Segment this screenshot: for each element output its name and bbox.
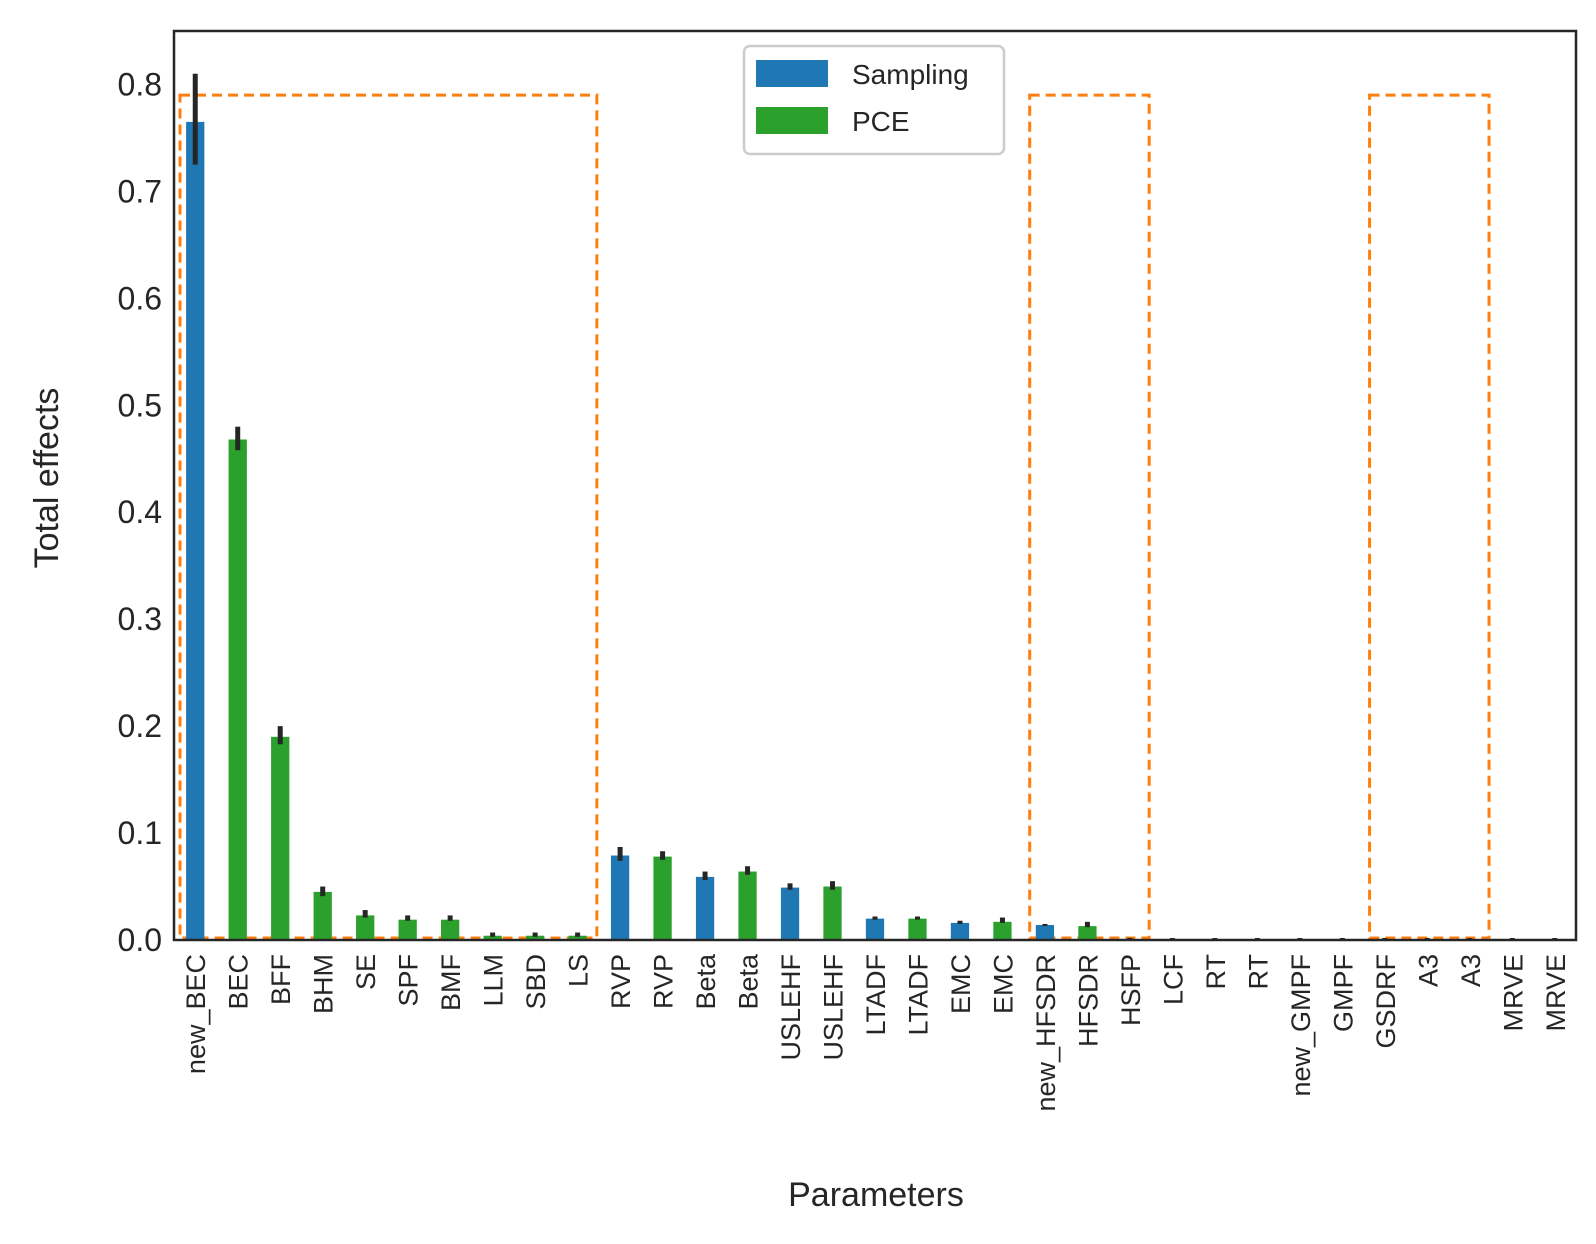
y-tick-label: 0.5 (118, 387, 162, 423)
x-tick-label: EMC (988, 954, 1018, 1014)
y-tick-label: 0.0 (118, 922, 162, 958)
bar-rvp-10 (610, 855, 630, 940)
x-tick-label: EMC (946, 954, 976, 1014)
bar-se-4 (356, 915, 375, 940)
x-tick-label: SBD (521, 954, 551, 1010)
bar-ltadf-17 (908, 918, 927, 940)
x-tick-label: new_GMPF (1286, 954, 1316, 1097)
bar-emc-18 (950, 922, 970, 940)
bar-new-bec-0 (186, 121, 205, 940)
x-tick-label: GSDRF (1371, 954, 1401, 1049)
x-tick-label: RVP (606, 954, 636, 1009)
x-tick-label: USLEHF (819, 954, 849, 1061)
x-tick-label: HSFP (1116, 954, 1146, 1026)
x-tick-label: Beta (734, 953, 764, 1010)
bar-spf-5 (398, 919, 417, 940)
x-tick-label: A3 (1456, 954, 1486, 987)
bars (186, 121, 1097, 940)
x-tick-label: BFF (266, 954, 296, 1005)
bar-beta-12 (695, 876, 715, 940)
legend-label-sampling: Sampling (852, 59, 969, 90)
y-tick-label: 0.2 (118, 708, 162, 744)
bar-new-hfsdr-20 (1035, 925, 1055, 940)
axes-frame (172, 29, 1578, 942)
x-tick-label: HFSDR (1073, 954, 1103, 1047)
y-tick-label: 0.3 (118, 601, 162, 637)
y-tick-label: 0.4 (118, 494, 162, 530)
x-tick-label: RT (1201, 954, 1231, 990)
x-tick-label: LCF (1158, 954, 1188, 1005)
bar-ls-9 (568, 935, 587, 940)
x-tick-label: MRVE (1498, 954, 1528, 1032)
y-tick-label: 0.7 (118, 173, 162, 209)
x-tick-label: RT (1243, 954, 1273, 990)
x-tick-label: LLM (479, 954, 509, 1007)
x-tick-label: Beta (691, 953, 721, 1010)
bar-bhm-3 (313, 891, 332, 940)
x-tick-label: RVP (649, 954, 679, 1009)
y-tick-label: 0.8 (118, 66, 162, 102)
highlight-box-3 (1368, 93, 1491, 940)
x-axis-label: Parameters (788, 1176, 964, 1214)
x-tick-label: new_HFSDR (1031, 954, 1061, 1112)
x-tick-label: LTADF (861, 954, 891, 1036)
y-tick-label: 0.1 (118, 815, 162, 851)
x-tick-label: BMF (436, 954, 466, 1011)
legend-label-pce: PCE (852, 106, 910, 137)
x-tick-label: BEC (224, 954, 254, 1010)
legend-swatch-pce (756, 107, 828, 134)
highlight-box-2 (1028, 93, 1151, 940)
x-tick-label: LTADF (903, 954, 933, 1036)
bar-llm-7 (483, 935, 502, 940)
x-tick-labels: new_BEC BEC BFF BHM SE SPF BMF LLM SBD LS RVP RVP Be… (181, 953, 1571, 1112)
x-tick-label: A3 (1413, 954, 1443, 987)
x-tick-label: GMPF (1328, 954, 1358, 1032)
error-bars (192, 73, 1558, 940)
bar-ltadf-16 (865, 918, 885, 940)
bar-hfsdr-21 (1078, 926, 1097, 940)
bar-emc-19 (993, 921, 1012, 940)
bar-rvp-11 (653, 856, 672, 940)
bar-bmf-6 (441, 919, 460, 940)
bar-uslehf-15 (823, 886, 842, 940)
x-tick-label: LS (564, 954, 594, 987)
legend-swatch-sampling (756, 60, 828, 87)
y-tick-labels: 0.0 0.1 0.2 0.3 0.4 0.5 0.6 0.7 0.8 (118, 66, 162, 958)
bar-bec-1 (228, 439, 247, 940)
x-tick-label: new_BEC (181, 954, 211, 1074)
legend: Sampling PCE (742, 44, 1006, 156)
bar-bff-2 (271, 736, 290, 940)
highlight-boxes (178, 93, 1491, 940)
highlight-box-1 (178, 93, 599, 940)
y-axis-label: Total effects (28, 388, 66, 569)
x-tick-label: SE (351, 954, 381, 990)
y-tick-label: 0.6 (118, 280, 162, 316)
bar-sbd-8 (525, 935, 545, 940)
bar-uslehf-14 (780, 887, 800, 940)
x-tick-label: SPF (394, 954, 424, 1007)
x-tick-label: USLEHF (776, 954, 806, 1061)
bar-beta-13 (738, 871, 757, 940)
x-tick-label: MRVE (1541, 954, 1571, 1032)
x-tick-label: BHM (309, 954, 339, 1014)
